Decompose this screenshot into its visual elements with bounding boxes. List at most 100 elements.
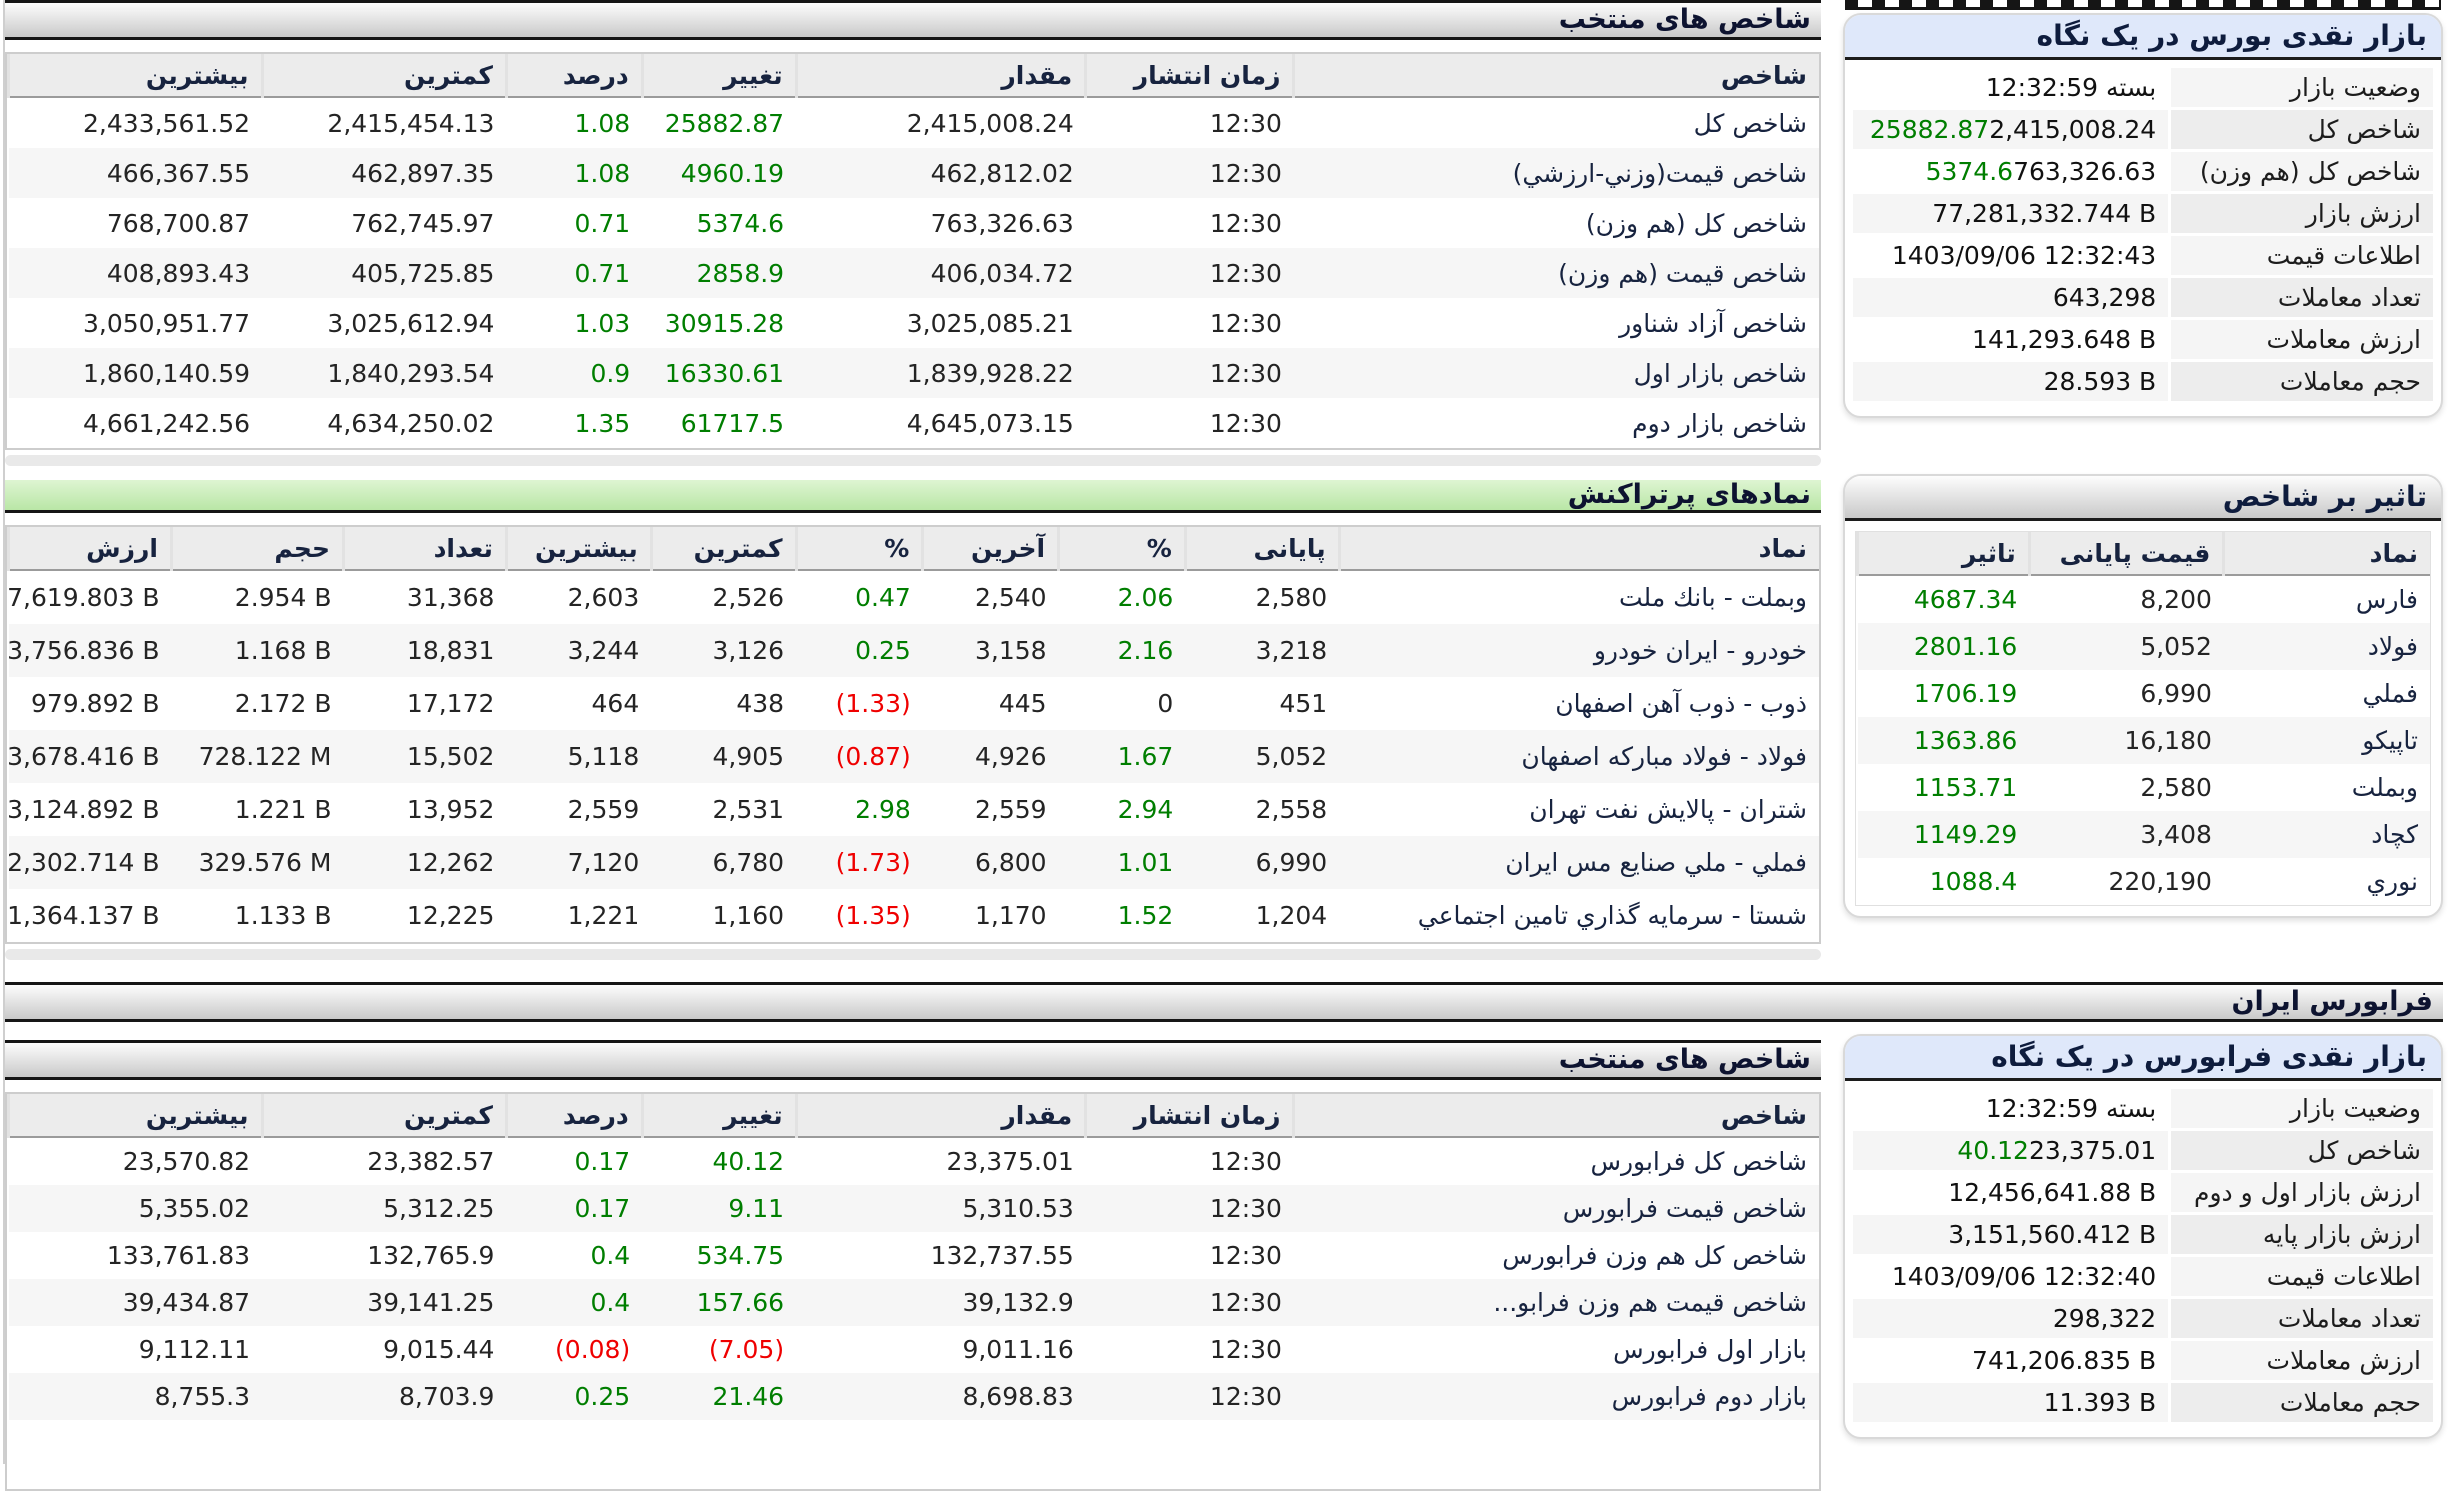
high-cell: 9,112.11 bbox=[138, 1335, 251, 1364]
bourse-overview-title[interactable]: بازار نقدی بورس در یک نگاه bbox=[1845, 15, 2441, 60]
low-cell: 39,141.25 bbox=[367, 1288, 495, 1317]
horizontal-scrollbar[interactable] bbox=[5, 455, 1821, 466]
change-cell: 534.75 bbox=[696, 1241, 785, 1270]
symbol-link[interactable]: شستا - سرمایه گذاري تامین اجتماعي bbox=[1417, 901, 1807, 930]
index-name-cell: شاخص بازار اول bbox=[1294, 348, 1819, 398]
overview-value: 763,326.635374.6 bbox=[1853, 152, 2169, 191]
col-close: پایانی bbox=[1183, 527, 1340, 571]
table-row: شاخص بازار دوم 12:30 4,645,073.15 61717.… bbox=[9, 398, 1820, 448]
col-last-percent: % bbox=[794, 527, 923, 571]
symbol-link[interactable]: شتران - پالایش نفت تهران bbox=[1529, 795, 1807, 824]
bourse-selected-indices-table: شاخص زمان انتشار مقدار تغییر درصد کمترین… bbox=[7, 54, 1819, 448]
overview-row: شاخص کل 23,375.0140.12 bbox=[1853, 1131, 2433, 1170]
horizontal-scrollbar[interactable] bbox=[5, 949, 1821, 960]
close-cell: 2,580 bbox=[1255, 583, 1328, 612]
index-name-link[interactable]: شاخص بازار دوم bbox=[1632, 408, 1807, 438]
symbol-link[interactable]: کچاد bbox=[2371, 820, 2418, 849]
overview-label: وضعیت بازار bbox=[2171, 68, 2433, 107]
index-name-link[interactable]: شاخص کل هم وزن فرابورس bbox=[1502, 1241, 1807, 1270]
percent-cell: 1.08 bbox=[574, 108, 631, 138]
index-impact-title[interactable]: تاثیر بر شاخص bbox=[1845, 476, 2441, 521]
high-cell: 2,603 bbox=[567, 583, 640, 612]
col-value: مقدار bbox=[794, 1094, 1086, 1138]
value-cell: 4,645,073.15 bbox=[906, 408, 1074, 438]
cropped-header-remnant bbox=[1845, 0, 2441, 10]
index-impact-table: نماد قیمت پایانی تاثیر فارس 8,200 4687.3… bbox=[1856, 532, 2430, 905]
col-close-percent: % bbox=[1057, 527, 1186, 571]
index-name-link[interactable]: شاخص بازار اول bbox=[1633, 358, 1807, 388]
low-cell: 405,725.85 bbox=[351, 258, 495, 288]
count-cell: 12,262 bbox=[406, 848, 495, 877]
table-row: وبملت 2,580 1153.71 bbox=[1858, 764, 2431, 811]
symbol-link[interactable]: خودرو - ایران خودرو bbox=[1593, 636, 1807, 665]
overview-value: بسته 12:32:59 bbox=[1853, 1089, 2169, 1128]
symbol-link[interactable]: وبملت - بانك ملت bbox=[1619, 583, 1807, 612]
high-cell: 2,559 bbox=[567, 795, 640, 824]
symbol-link[interactable]: فولاد bbox=[2367, 632, 2418, 661]
overview-row: حجم معاملات 11.393 B bbox=[1853, 1383, 2433, 1422]
index-name-link[interactable]: بازار اول فرابورس bbox=[1613, 1335, 1807, 1364]
index-name-link[interactable]: شاخص قیمت فرابورس bbox=[1562, 1194, 1807, 1223]
symbol-link[interactable]: فملي - ملي صنایع مس ایران bbox=[1505, 848, 1807, 877]
last-percent-cell: 0.47 bbox=[855, 583, 911, 612]
last-cell: 2,559 bbox=[975, 795, 1047, 824]
index-name-link[interactable]: بازار دوم فرابورس bbox=[1611, 1382, 1807, 1411]
bourse-selected-indices-header[interactable]: شاخص های منتخب bbox=[5, 0, 1821, 40]
index-impact-table-wrap: نماد قیمت پایانی تاثیر فارس 8,200 4687.3… bbox=[1855, 531, 2431, 906]
top-traded-header[interactable]: نمادهای پرتراکنش bbox=[5, 480, 1821, 513]
index-name-link[interactable]: شاخص آزاد شناور bbox=[1619, 308, 1807, 338]
low-cell: 438 bbox=[736, 689, 785, 718]
index-name-link[interactable]: شاخص قیمت هم وزن فرابو... bbox=[1493, 1288, 1807, 1317]
index-name-link[interactable]: شاخص کل فرابورس bbox=[1590, 1147, 1807, 1176]
index-name-link[interactable]: شاخص کل bbox=[1693, 108, 1807, 138]
low-cell: 8,703.9 bbox=[398, 1382, 495, 1411]
impact-cell: 1153.71 bbox=[1913, 773, 2018, 802]
close-price-cell: 3,408 bbox=[2140, 820, 2212, 849]
close-price-cell: 6,990 bbox=[2140, 679, 2212, 708]
symbol-link[interactable]: تاپیکو bbox=[2362, 726, 2418, 755]
index-name-link[interactable]: شاخص قیمت(وزني-ارزشي) bbox=[1512, 158, 1807, 188]
table-row: شستا - سرمایه گذاري تامین اجتماعي 1,204 … bbox=[9, 889, 1820, 942]
farabourse-section-header[interactable]: فرابورس ایران bbox=[5, 982, 2443, 1022]
overview-value: 28.593 B bbox=[1853, 362, 2169, 401]
index-name-cell: شاخص بازار دوم bbox=[1294, 398, 1819, 448]
close-percent-cell: 0 bbox=[1157, 689, 1174, 718]
bourse-overview-panel: بازار نقدی بورس در یک نگاه وضعیت بازار ب… bbox=[1843, 13, 2443, 418]
symbol-link[interactable]: فارس bbox=[2355, 585, 2418, 614]
table-row: فملي - ملي صنایع مس ایران 6,990 1.01 6,8… bbox=[8, 836, 1819, 889]
value-cell: 23,375.01 bbox=[946, 1147, 1074, 1176]
table-row: خودرو - ایران خودرو 3,218 2.16 3,158 0.2… bbox=[8, 624, 1819, 677]
volume-cell: 1.168 B bbox=[234, 636, 332, 665]
index-name-link[interactable]: شاخص قیمت (هم وزن) bbox=[1558, 258, 1807, 288]
symbol-link[interactable]: فملي bbox=[2362, 679, 2418, 708]
close-cell: 2,558 bbox=[1255, 795, 1328, 824]
value-cell: 1,364.137 B bbox=[8, 901, 160, 930]
symbol-link[interactable]: ذوب - ذوب آهن اصفهان bbox=[1555, 689, 1807, 718]
overview-row: ارزش بازار اول و دوم 12,456,641.88 B bbox=[1853, 1173, 2433, 1212]
farabourse-overview-title[interactable]: بازار نقدی فرابورس در یک نگاه bbox=[1845, 1036, 2441, 1081]
symbol-link[interactable]: نوري bbox=[2366, 867, 2418, 896]
symbol-link[interactable]: وبملت bbox=[2351, 773, 2418, 802]
overview-label: حجم معاملات bbox=[2171, 1383, 2433, 1422]
col-high: بیشترین bbox=[504, 527, 652, 571]
table-row: بازار اول فرابورس 12:30 9,011.16 (7.05) … bbox=[9, 1326, 1820, 1373]
index-name-link[interactable]: شاخص کل (هم وزن) bbox=[1585, 208, 1807, 238]
value-cell: 462,812.02 bbox=[930, 158, 1074, 188]
value-cell: 9,011.16 bbox=[962, 1335, 1074, 1364]
symbol-link[interactable]: فولاد - فولاد مباركه اصفهان bbox=[1521, 742, 1807, 771]
overview-value: 298,322 bbox=[1853, 1299, 2169, 1338]
table-row: شاخص قیمت هم وزن فرابو... 12:30 39,132.9… bbox=[8, 1279, 1819, 1326]
overview-row: ارزش بازار 77,281,332.744 B bbox=[1853, 194, 2433, 233]
index-name-cell: شاخص آزاد شناور bbox=[1294, 298, 1819, 348]
col-publish-time: زمان انتشار bbox=[1084, 54, 1294, 98]
farabourse-selected-indices-header[interactable]: شاخص های منتخب bbox=[5, 1040, 1821, 1080]
last-percent-cell: 2.98 bbox=[855, 795, 911, 824]
farabourse-overview-panel: بازار نقدی فرابورس در یک نگاه وضعیت بازا… bbox=[1843, 1034, 2443, 1439]
table-row: فارس 8,200 4687.34 bbox=[1858, 575, 2431, 623]
publish-time-cell: 12:30 bbox=[1209, 258, 1282, 288]
publish-time-cell: 12:30 bbox=[1209, 358, 1282, 388]
overview-label: ارزش بازار bbox=[2171, 194, 2433, 233]
symbol-cell: کچاد bbox=[2224, 811, 2430, 858]
volume-cell: 2.172 B bbox=[234, 689, 332, 718]
overview-change-value: 40.12 bbox=[1957, 1136, 2029, 1165]
